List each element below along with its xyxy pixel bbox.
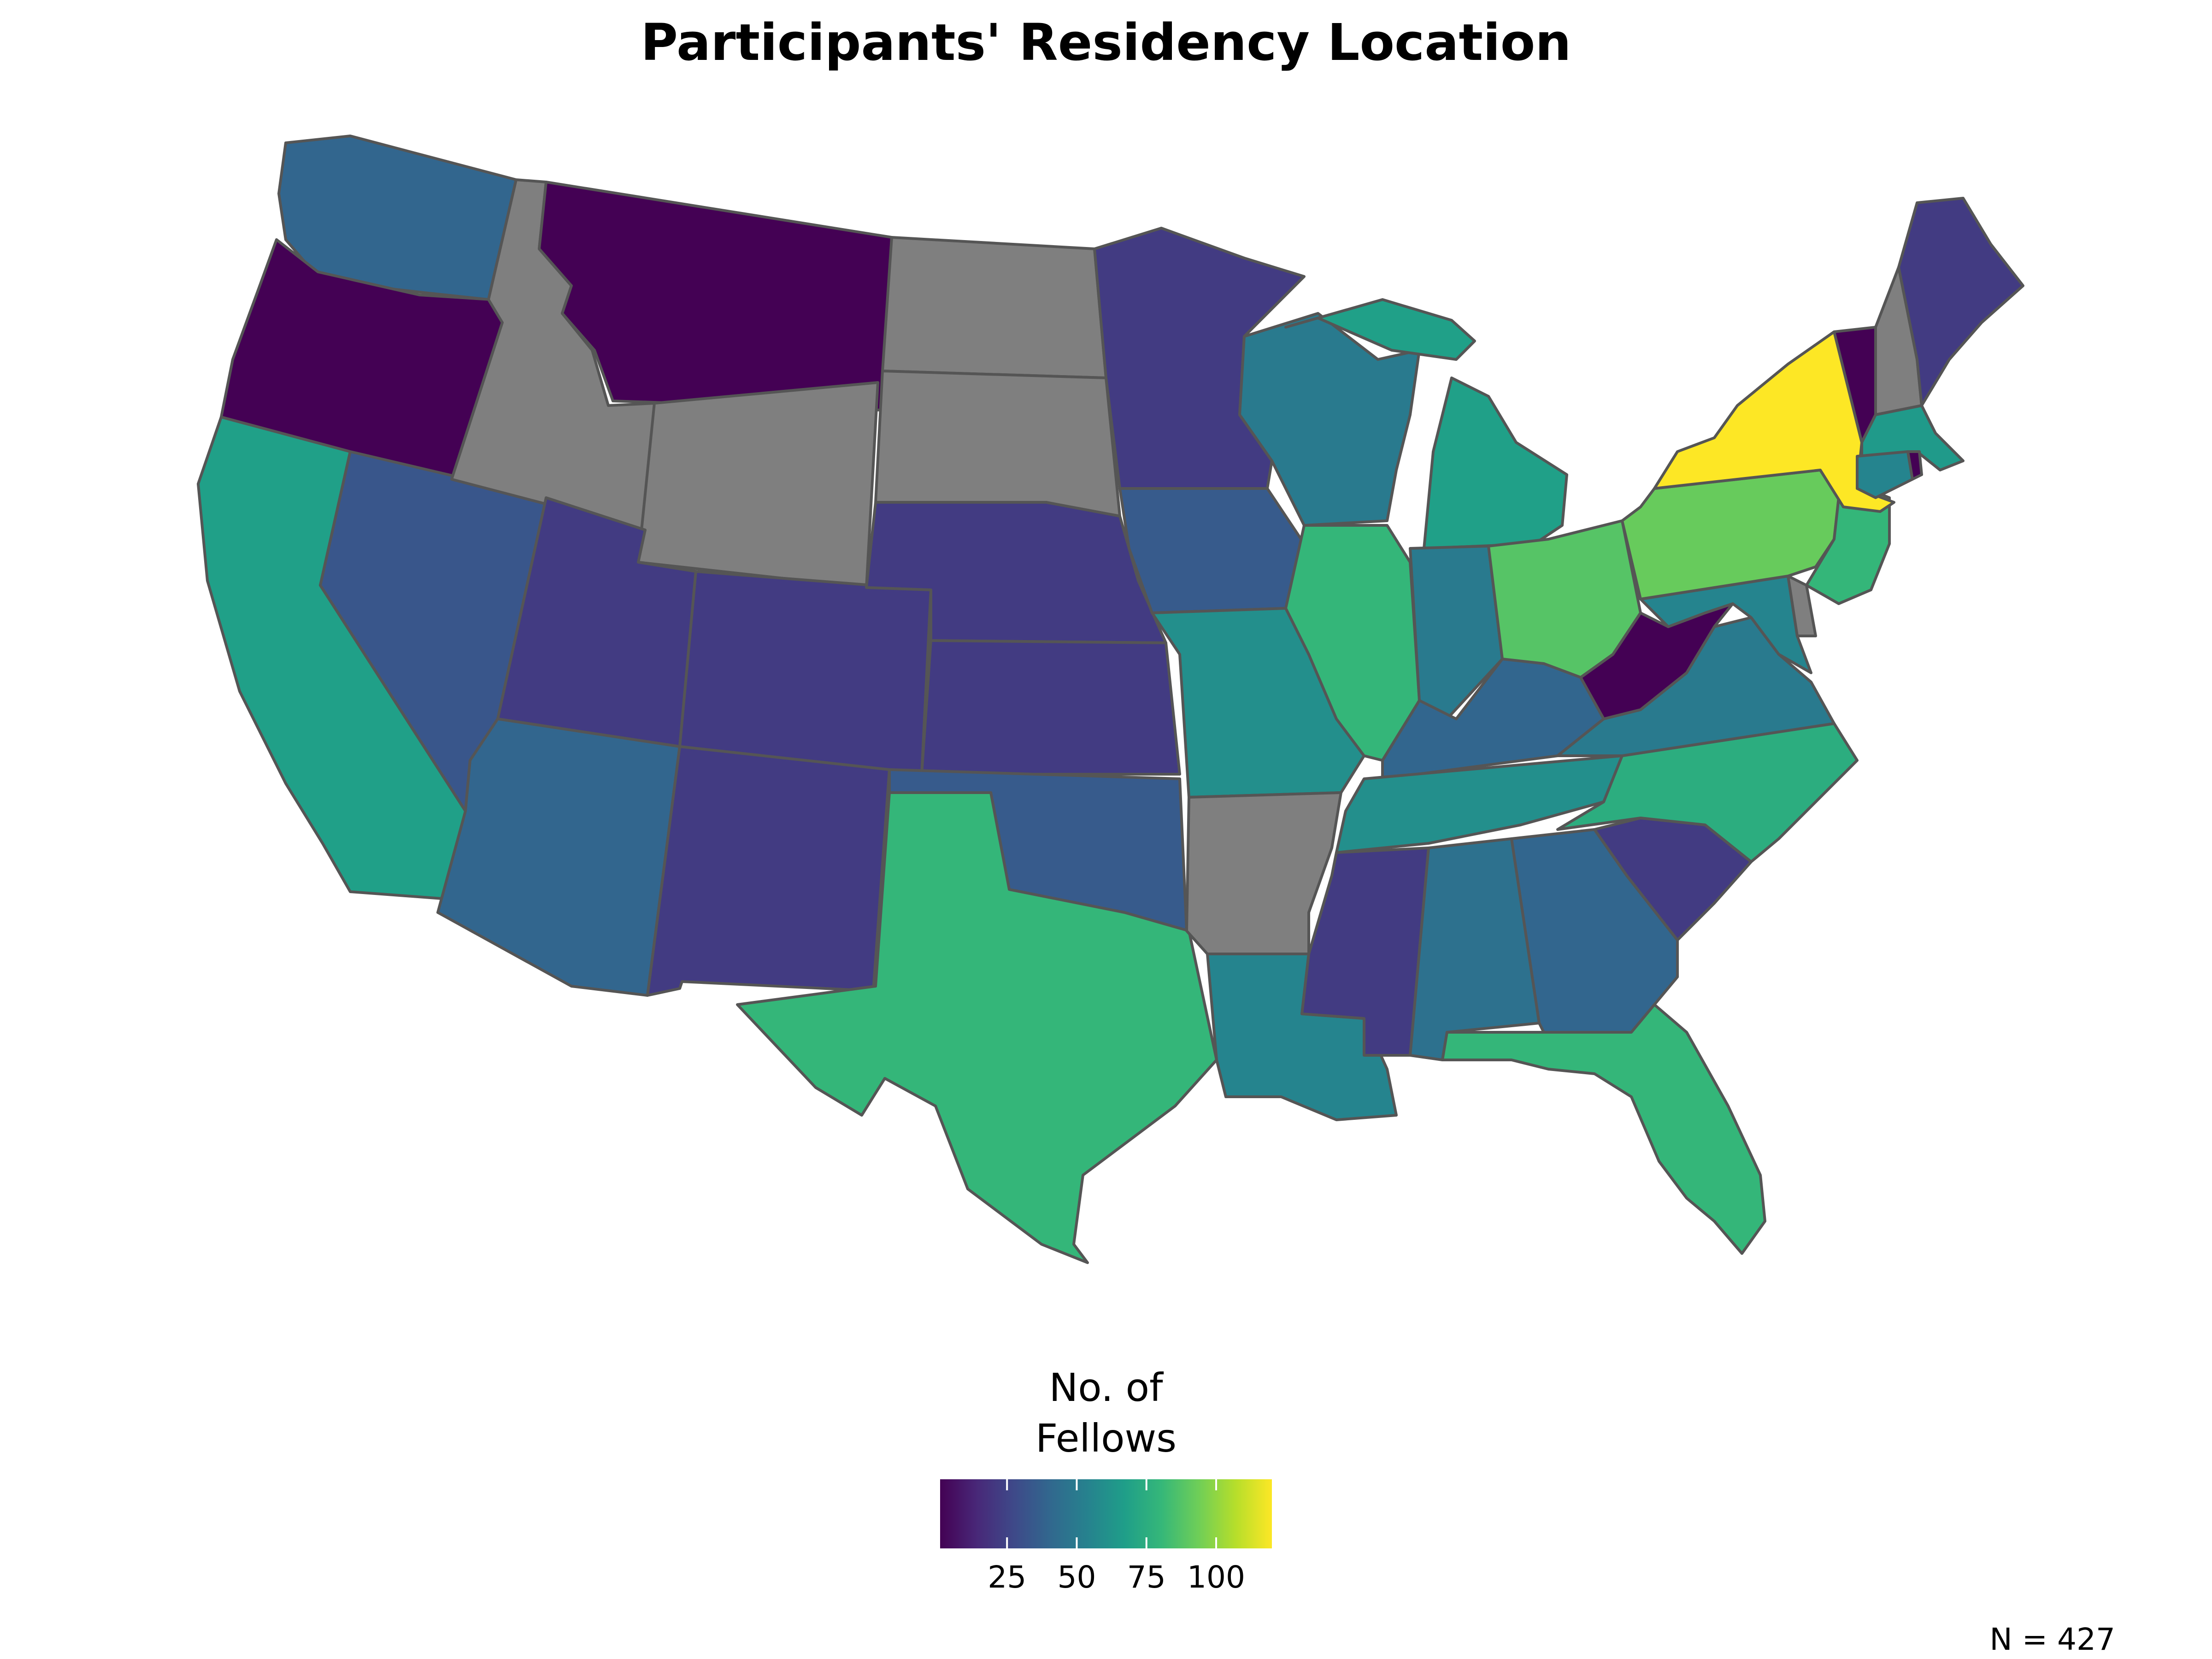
state-sd [874,370,1121,518]
state-il [1284,524,1421,762]
state-de [1787,575,1817,637]
legend-title-line1: No. of [1049,1365,1164,1410]
state-ri [1906,450,1923,481]
state-ks [920,639,1181,776]
state-nd [881,236,1107,379]
sample-size-note: N = 427 [1989,1622,2115,1657]
legend-tick-label: 50 [1057,1559,1096,1595]
us-states-map [197,135,2024,1264]
state-ar [1185,791,1342,955]
legend-colorbar [940,1479,1272,1548]
legend-ticks: 25 50 75 100 [988,1479,1245,1595]
state-tx [736,791,1218,1264]
state-co [678,570,932,776]
state-az [436,718,681,997]
state-wi [1238,312,1421,527]
state-ky [1381,658,1605,780]
legend-title-line2: Fellows [1035,1416,1177,1461]
state-fl [1441,1003,1766,1255]
legend-tick-label: 100 [1187,1559,1245,1595]
legend-tick-label: 75 [1127,1559,1166,1595]
state-me [1897,197,2024,407]
map-title: Participants' Residency Location [641,13,1571,72]
legend-tick-label: 25 [988,1559,1026,1595]
state-ct [1856,450,1914,499]
state-mi [1284,298,1568,550]
state-nm [646,745,891,997]
state-wy [637,381,879,589]
state-ia [1118,487,1306,614]
color-legend: No. of Fellows 25 50 75 100 [940,1365,1272,1595]
